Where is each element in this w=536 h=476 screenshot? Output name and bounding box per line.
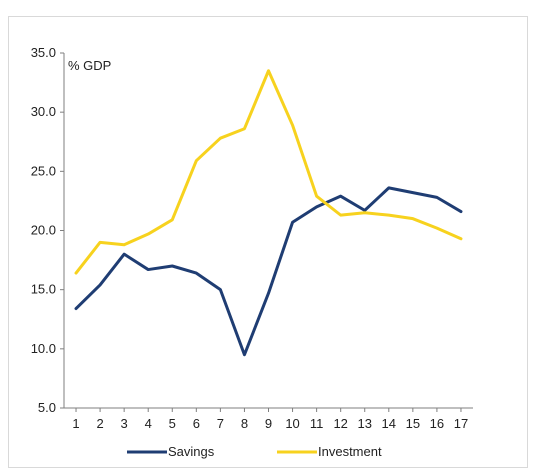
y-axis-unit-label: % GDP xyxy=(68,58,111,73)
x-tick-labels: 1 2 3 4 5 6 7 8 9 10 11 12 13 14 15 16 17 xyxy=(72,408,468,431)
series-line-investment xyxy=(74,69,463,275)
y-tick-label: 30.0 xyxy=(31,104,56,119)
legend-label-savings: Savings xyxy=(168,444,215,459)
line-chart: 5.010.015.020.025.030.035.0 1 2 3 4 5 6 7 8 9 10 1… xyxy=(31,45,473,459)
x-tick-label: 5 xyxy=(169,416,176,431)
y-tick-label: 10.0 xyxy=(31,341,56,356)
legend-label-investment: Investment xyxy=(318,444,382,459)
y-tick-label: 15.0 xyxy=(31,282,56,297)
axes xyxy=(63,53,473,409)
y-tick-label: 20.0 xyxy=(31,223,56,238)
x-tick-label: 10 xyxy=(285,416,299,431)
x-tick-label: 16 xyxy=(430,416,444,431)
x-tick-label: 6 xyxy=(193,416,200,431)
x-tick-label: 9 xyxy=(265,416,272,431)
x-tick-label: 15 xyxy=(406,416,420,431)
y-tick-label: 5.0 xyxy=(38,400,56,415)
y-tick-labels: 5.0 10.0 15.0 20.0 25.0 30.0 35.0 xyxy=(31,45,64,415)
series-line-savings xyxy=(74,186,463,357)
x-tick-label: 11 xyxy=(310,416,324,431)
y-tick-label: 35.0 xyxy=(31,45,56,60)
x-tick-label: 2 xyxy=(96,416,103,431)
x-tick-label: 1 xyxy=(72,416,79,431)
x-tick-label: 14 xyxy=(382,416,396,431)
x-tick-label: 13 xyxy=(358,416,372,431)
x-tick-label: 12 xyxy=(333,416,347,431)
series-lines xyxy=(74,69,463,357)
x-tick-label: 7 xyxy=(217,416,224,431)
x-tick-label: 8 xyxy=(241,416,248,431)
legend: Savings Investment xyxy=(127,444,382,459)
x-tick-label: 3 xyxy=(121,416,128,431)
y-tick-label: 25.0 xyxy=(31,163,56,178)
x-tick-label: 17 xyxy=(454,416,468,431)
chart-frame: 5.0 10.0 15.0 20.0 25.0 30.0 35.0 1 2 3 4 5 6 7 8 9 10 1… xyxy=(8,16,528,468)
x-tick-label: 4 xyxy=(145,416,152,431)
